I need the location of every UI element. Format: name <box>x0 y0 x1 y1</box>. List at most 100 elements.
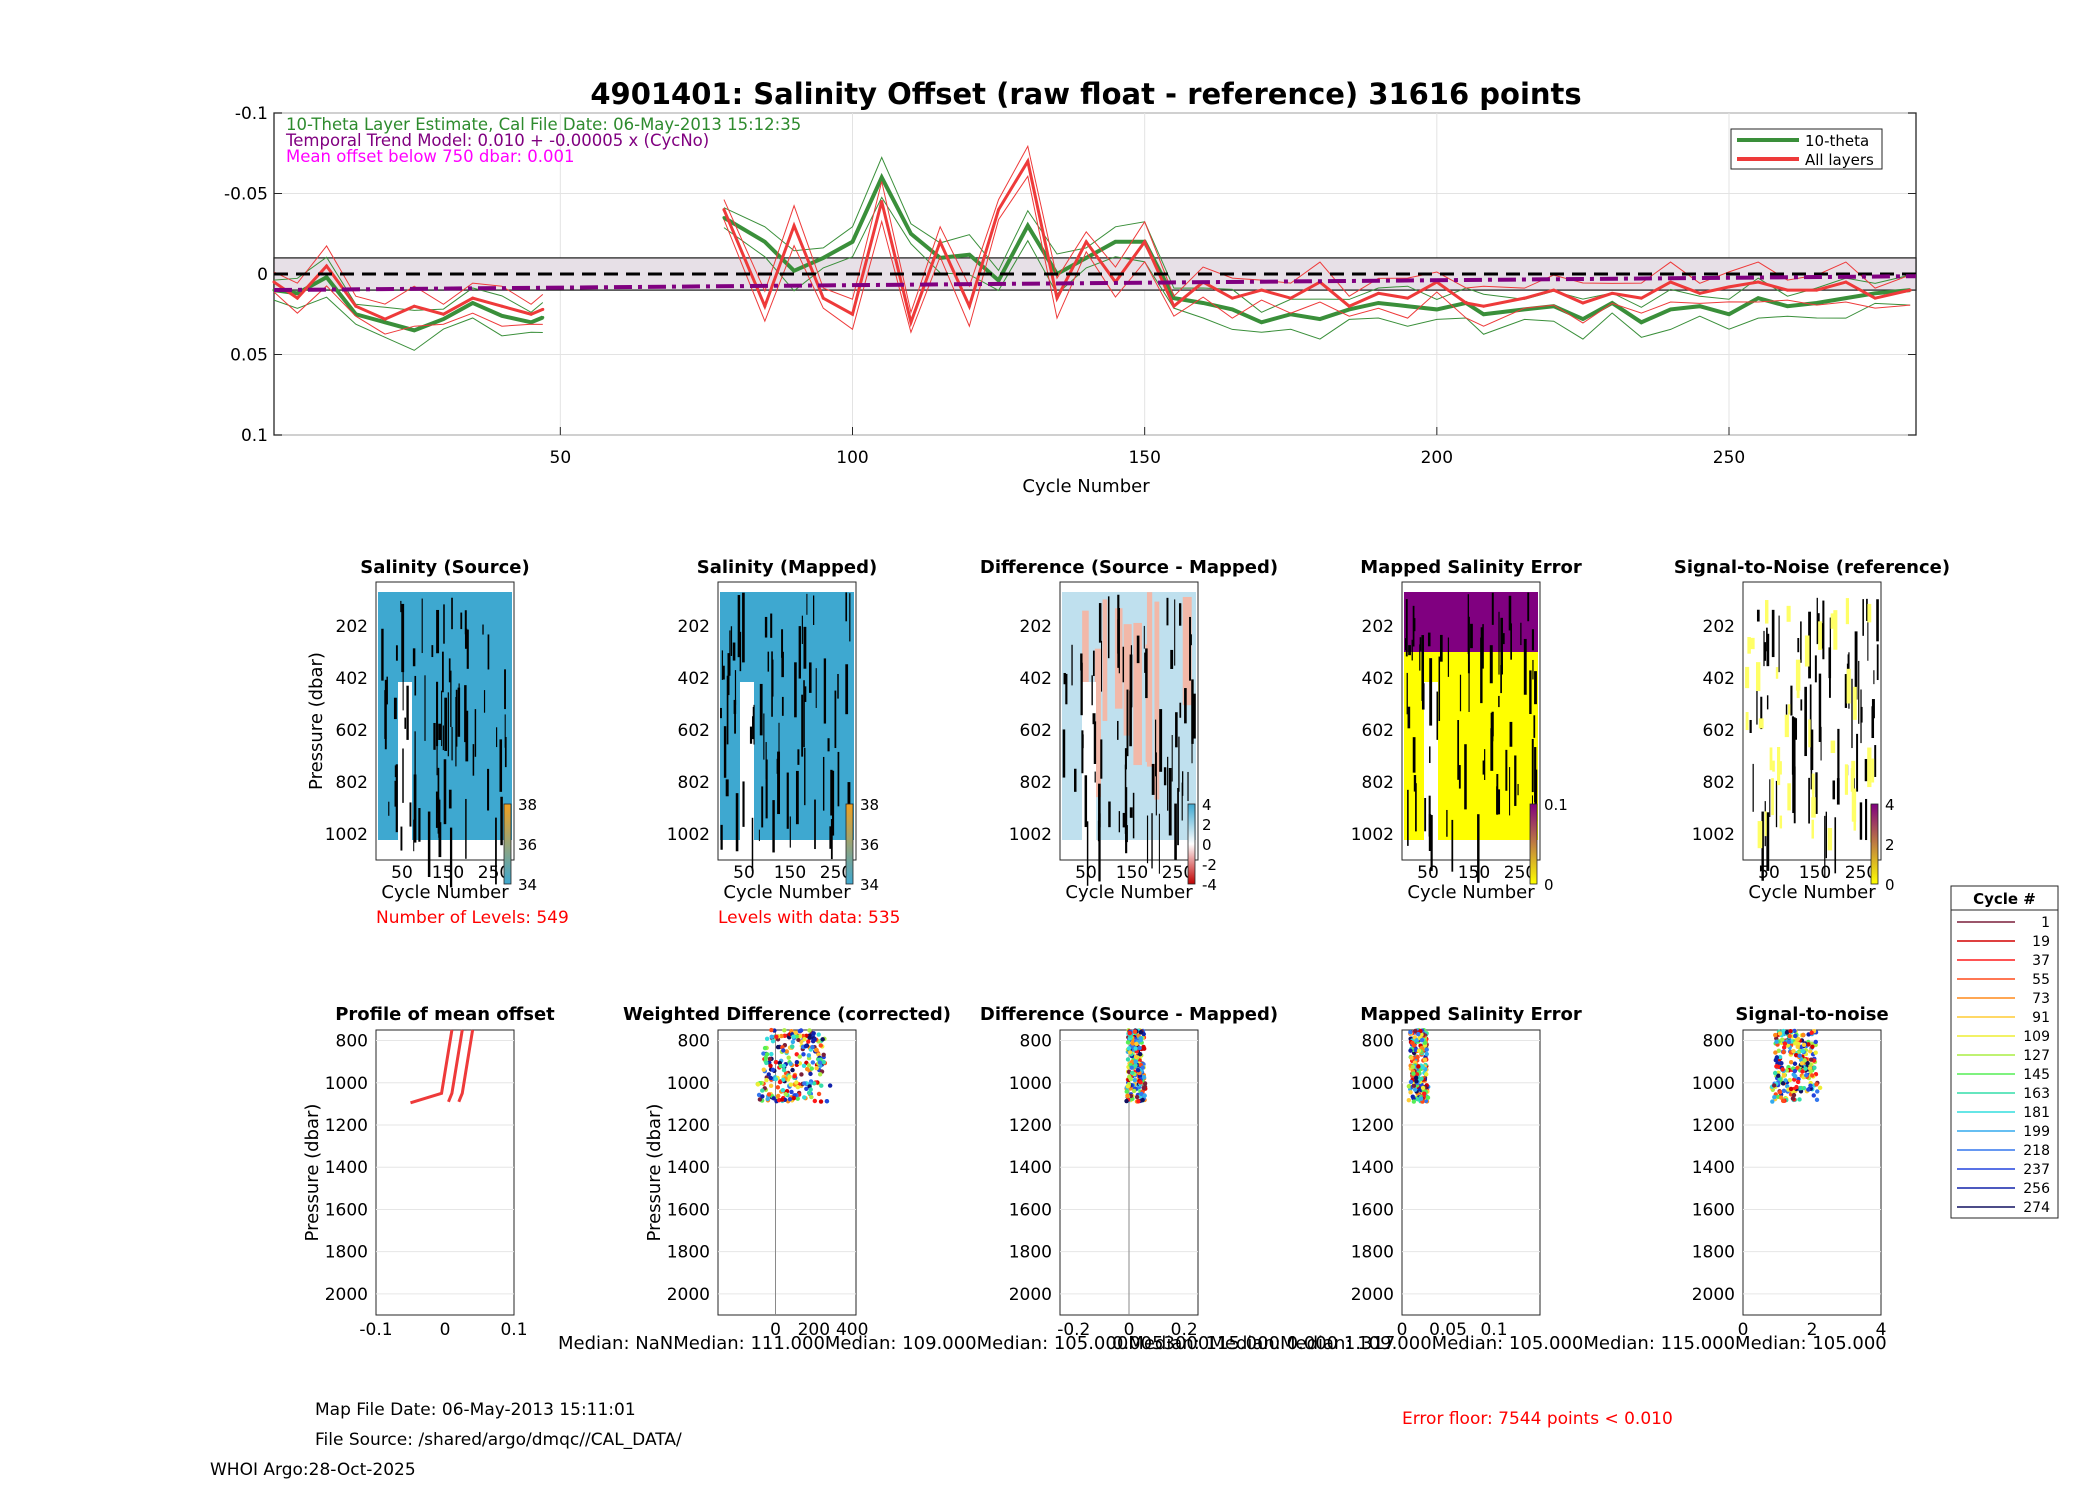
heatmap-snr-patch <box>1795 659 1801 691</box>
profile-ylabel: Pressure (dbar) <box>644 1104 665 1242</box>
profile-point <box>783 1092 788 1097</box>
heatmap-contour <box>1498 695 1500 708</box>
profile-point <box>1130 1041 1136 1046</box>
profile-point <box>781 1067 787 1073</box>
offset-xtick-label: 100 <box>836 448 868 468</box>
heatmap-contour <box>465 798 467 859</box>
heatmap-contour <box>1825 811 1827 859</box>
heatmap-contour <box>1769 779 1771 817</box>
heatmap-contour <box>1793 717 1796 780</box>
heatmap-contour <box>1118 811 1121 833</box>
heatmap-contour <box>1062 729 1066 778</box>
heatmap-contour <box>460 612 463 630</box>
profile-ytick-label: 800 <box>1020 1032 1052 1052</box>
profile-point <box>1773 1050 1778 1055</box>
heatmap-contour <box>1129 654 1133 708</box>
heatmap-snr-patch <box>1765 600 1769 624</box>
heatmap-contour <box>1404 638 1407 651</box>
profile-point <box>1127 1074 1132 1079</box>
colorbar-tick-label: 2 <box>1885 836 1895 854</box>
profile-ytick-label: 1000 <box>325 1074 368 1094</box>
heatmap-contour <box>1489 645 1493 684</box>
profile-point <box>1140 1097 1145 1103</box>
heatmap-diff-streak <box>1133 622 1142 766</box>
heatmap-contour <box>794 662 797 718</box>
profile-point <box>1777 1054 1783 1060</box>
profile-row: Profile of mean offset 800 1000 1200 1400 160… <box>302 1004 1889 1340</box>
profile-point <box>1411 1071 1416 1076</box>
profile-ytick-label: 2000 <box>325 1285 368 1305</box>
heatmap-contour <box>438 723 442 740</box>
offset-point <box>821 256 825 260</box>
heatmap-title: Difference (Source - Mapped) <box>980 557 1278 578</box>
heatmap-contour <box>781 629 784 658</box>
offset-point <box>1756 296 1760 300</box>
profile-point <box>776 1093 781 1099</box>
profile-point <box>1406 1084 1412 1089</box>
profile-point <box>1133 1063 1138 1068</box>
profile-mapped-error-profile: Mapped Salinity Error 800 1000 1200 1400 1600… <box>1351 1004 1582 1340</box>
heatmap-contour <box>1163 767 1167 786</box>
profile-point <box>762 1045 768 1051</box>
heatmap-contour <box>1800 621 1802 663</box>
profile-title: Mapped Salinity Error <box>1360 1004 1582 1025</box>
profile-point <box>793 1030 798 1035</box>
profile-point <box>1774 1055 1780 1060</box>
profile-ytick-label: 1400 <box>667 1158 710 1178</box>
heatmap-contour <box>1436 691 1439 740</box>
offset-point <box>272 280 276 284</box>
heatmap-xtick-label: 50 <box>1075 863 1097 883</box>
offset-point <box>1230 296 1234 300</box>
heatmap-ytick-label: 202 <box>1703 617 1735 637</box>
heatmap-ytick-label: 1002 <box>325 825 368 845</box>
profile-point <box>1790 1096 1796 1101</box>
heatmap-contour <box>1158 813 1160 874</box>
profile-point <box>794 1034 799 1039</box>
heatmap-contour <box>1851 678 1853 749</box>
offset-point <box>997 278 1001 282</box>
profile-point <box>788 1082 793 1087</box>
profile-point <box>787 1096 793 1102</box>
heatmap-contour <box>1778 615 1780 673</box>
profile-mean-line <box>410 1029 454 1105</box>
offset-point <box>1464 301 1468 305</box>
profile-point <box>1424 1047 1429 1052</box>
heatmap-contour <box>413 774 417 843</box>
heatmap-contour <box>1804 686 1807 757</box>
profile-point <box>763 1055 769 1060</box>
profile-point <box>761 1067 767 1072</box>
offset-point <box>471 296 475 300</box>
heatmap-contour <box>413 819 415 852</box>
heatmap-xtick-label: 150 <box>774 863 806 883</box>
heatmap-contour <box>1856 733 1859 792</box>
cycle-legend-label: 181 <box>2023 1105 2050 1121</box>
profile-point <box>1779 1061 1784 1066</box>
heatmap-contour <box>732 642 736 661</box>
heatmap-contour <box>1143 625 1145 649</box>
heatmap-contour <box>443 604 445 644</box>
profile-point <box>1791 1092 1797 1098</box>
heatmap-contour <box>772 659 774 697</box>
heatmap-contour <box>804 747 806 806</box>
profile-point <box>782 1033 787 1039</box>
heatmap-contour <box>441 690 443 747</box>
profile-point <box>1793 1033 1798 1039</box>
profile-snr-profile: Signal-to-noise8001000120014001600180020… <box>1692 1004 1889 1340</box>
heatmap-contour <box>474 709 477 757</box>
heatmap-contour <box>1136 635 1140 664</box>
heatmap-contour <box>409 802 412 827</box>
offset-ytick-label: -0.1 <box>235 104 268 124</box>
profile-point <box>784 1049 789 1054</box>
heatmap-contour <box>1144 652 1147 673</box>
cycle-legend-label: 199 <box>2023 1124 2050 1140</box>
heatmap-contour <box>721 650 724 680</box>
heatmap-contour <box>845 664 849 715</box>
offset-point <box>529 312 533 316</box>
heatmap-contour <box>1785 704 1788 715</box>
profile-point <box>1804 1073 1809 1078</box>
offset-point <box>722 216 726 220</box>
heatmap-contour <box>1470 623 1473 649</box>
heatmap-contour <box>1175 712 1178 748</box>
heatmap-contour <box>1107 596 1110 659</box>
